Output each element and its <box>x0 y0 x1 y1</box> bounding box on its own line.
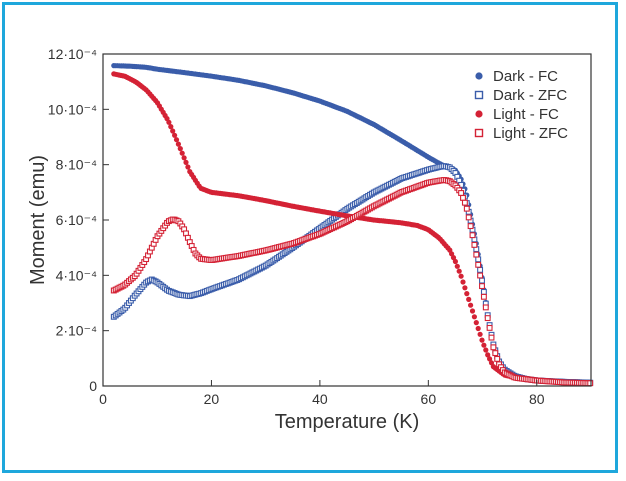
data-point <box>463 205 470 212</box>
y-tick-label: 10·10⁻⁴ <box>48 101 97 117</box>
data-point <box>469 232 476 239</box>
data-point <box>473 251 480 258</box>
data-point <box>458 273 464 279</box>
data-point <box>456 268 462 274</box>
data-point <box>473 320 479 326</box>
data-point <box>179 150 185 156</box>
legend: Dark - FC Dark - ZFC Light - FC Light - ZFC <box>474 68 568 142</box>
data-point <box>477 266 484 273</box>
x-tick-label: 80 <box>529 391 545 407</box>
x-tick-label: 20 <box>204 391 220 407</box>
data-point <box>477 272 484 279</box>
y-tick-label: 4·10⁻⁴ <box>56 267 97 283</box>
data-point <box>464 291 470 297</box>
data-point <box>175 141 181 147</box>
y-axis-title: Moment (emu) <box>27 155 49 285</box>
data-point <box>185 164 191 170</box>
data-point <box>485 352 491 358</box>
data-point <box>166 119 172 125</box>
data-point <box>460 194 466 201</box>
data-point <box>170 128 176 134</box>
data-point <box>471 241 478 248</box>
data-point <box>172 132 178 138</box>
data-point <box>173 137 180 143</box>
data-point <box>482 304 489 311</box>
data-point <box>480 288 487 295</box>
y-tick-label: 2·10⁻⁴ <box>56 323 97 339</box>
y-tick-label: 6·10⁻⁴ <box>56 212 97 228</box>
data-point <box>461 199 468 206</box>
data-point <box>479 277 485 284</box>
legend-label: Light - ZFC <box>493 125 568 142</box>
data-point <box>471 314 477 320</box>
data-point <box>490 344 497 351</box>
x-tick-label: 40 <box>312 391 328 407</box>
data-points-layer <box>110 63 594 387</box>
data-point <box>181 155 187 161</box>
data-point <box>488 334 495 341</box>
data-point <box>466 296 472 302</box>
data-point <box>168 124 174 130</box>
data-point <box>483 347 489 353</box>
data-point <box>452 258 458 265</box>
data-point <box>183 159 189 165</box>
data-point <box>467 223 474 230</box>
legend-marker <box>475 110 483 118</box>
data-point <box>477 331 483 337</box>
data-point <box>458 190 465 196</box>
y-tick-label: 8·10⁻⁴ <box>56 157 97 173</box>
data-point <box>468 302 474 308</box>
data-point <box>177 146 183 152</box>
data-point <box>450 255 457 261</box>
axis-ticks: 0 20 40 60 80 0 2·10⁻⁴ 4·10⁻⁴ 6·10⁻⁴ 8·10⁻⁴ 10·10⁻… <box>48 46 545 407</box>
data-point <box>486 324 493 331</box>
data-point <box>469 308 476 314</box>
y-tick-label: 12·10⁻⁴ <box>48 46 97 62</box>
data-point <box>587 380 594 387</box>
data-point <box>475 325 481 332</box>
legend-marker <box>474 90 484 100</box>
data-point <box>480 293 487 300</box>
x-axis-title: Temperature (K) <box>275 411 420 433</box>
legend-label: Dark - ZFC <box>493 87 567 104</box>
data-point <box>454 263 460 269</box>
data-point <box>484 315 491 322</box>
data-point <box>460 279 466 285</box>
x-tick-label: 0 <box>99 391 107 407</box>
legend-marker <box>474 128 484 138</box>
x-tick-label: 60 <box>421 391 437 407</box>
data-point <box>487 356 493 362</box>
data-point <box>462 285 468 291</box>
legend-marker <box>475 72 483 80</box>
data-point <box>494 355 501 362</box>
data-point <box>481 342 487 348</box>
legend-label: Light - FC <box>493 106 559 123</box>
legend-label: Dark - FC <box>493 68 558 85</box>
data-point <box>475 261 482 268</box>
series-dark-zfc <box>110 163 594 386</box>
y-tick-label: 0 <box>89 378 97 394</box>
data-point <box>479 283 485 290</box>
series-light-zfc <box>110 177 594 387</box>
data-point <box>465 214 472 221</box>
data-point <box>492 350 499 357</box>
data-point <box>475 256 482 263</box>
data-point <box>479 337 485 343</box>
